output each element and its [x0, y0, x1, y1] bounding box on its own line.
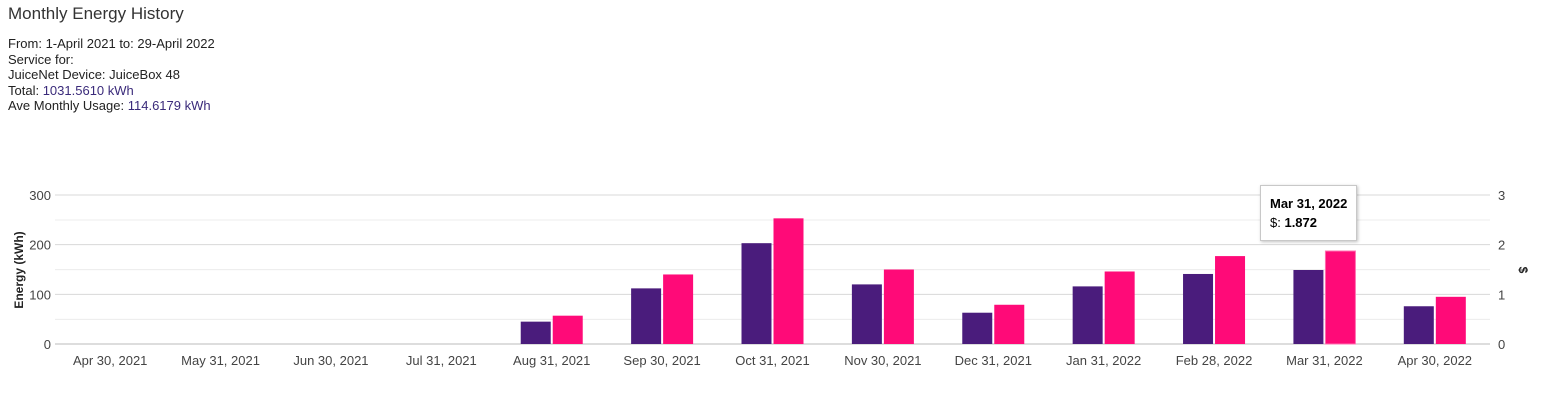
bar-energy[interactable]: [1403, 306, 1434, 344]
x-tick-label: Aug 31, 2021: [513, 353, 590, 368]
bar-cost[interactable]: [1104, 271, 1135, 344]
bar-cost[interactable]: [1215, 256, 1246, 344]
x-tick-label: Jun 30, 2021: [293, 353, 368, 368]
summary-info: From: 1-April 2021 to: 29-April 2022 Ser…: [8, 36, 215, 114]
bar-energy[interactable]: [1072, 286, 1103, 344]
x-tick-label: Sep 30, 2021: [623, 353, 700, 368]
bar-cost[interactable]: [552, 315, 583, 344]
x-tick-label: Jul 31, 2021: [406, 353, 477, 368]
bar-cost[interactable]: [773, 218, 804, 344]
y-axis-title-right: $: [1516, 267, 1530, 274]
y-axis-title-left: Energy (kWh): [12, 231, 26, 308]
x-tick-label: Jan 31, 2022: [1066, 353, 1141, 368]
average-line: Ave Monthly Usage: 114.6179 kWh: [8, 98, 211, 113]
bar-energy[interactable]: [741, 243, 772, 344]
y-tick-label-right: 0: [1498, 337, 1505, 352]
chart-tooltip: Mar 31, 2022 $: 1.872: [1260, 185, 1358, 241]
x-tick-label: Dec 31, 2021: [955, 353, 1032, 368]
x-tick-label: Oct 31, 2021: [735, 353, 809, 368]
tooltip-date: Mar 31, 2022: [1270, 196, 1348, 211]
bar-cost[interactable]: [883, 269, 914, 345]
bar-energy[interactable]: [1183, 273, 1214, 344]
y-tick-label-left: 300: [29, 188, 51, 203]
bar-energy[interactable]: [851, 284, 882, 344]
bar-cost[interactable]: [994, 304, 1025, 344]
date-range: From: 1-April 2021 to: 29-April 2022: [8, 36, 215, 51]
bar-energy[interactable]: [1293, 269, 1324, 344]
tooltip-value-line: $: 1.872: [1270, 215, 1318, 230]
y-tick-label-left: 200: [29, 238, 51, 253]
grid-lines: [55, 194, 1490, 345]
y-tick-label-right: 1: [1498, 287, 1505, 302]
x-tick-label: Feb 28, 2022: [1176, 353, 1253, 368]
y-tick-label-right: 2: [1498, 238, 1505, 253]
bar-cost[interactable]: [1435, 296, 1466, 344]
bar-energy[interactable]: [520, 321, 551, 344]
tick-labels: Apr 30, 2021 May 31, 2021 Jun 30, 2021 Jul …: [29, 188, 1505, 368]
bars: [520, 218, 1466, 345]
page-title: Monthly Energy History: [8, 4, 184, 23]
x-tick-label: Mar 31, 2022: [1286, 353, 1363, 368]
y-tick-label-left: 100: [29, 287, 51, 302]
service-label: Service for:: [8, 51, 74, 67]
bar-cost[interactable]: [1324, 250, 1356, 345]
total-line: Total: 1031.5610 kWh: [8, 82, 134, 98]
x-tick-label: Nov 30, 2021: [844, 353, 921, 368]
bar-cost[interactable]: [663, 274, 694, 344]
y-tick-label-right: 3: [1498, 188, 1505, 203]
bar-energy[interactable]: [962, 312, 993, 344]
y-tick-label-left: 0: [44, 337, 51, 352]
x-tick-label: Apr 30, 2022: [1398, 353, 1472, 368]
bar-energy[interactable]: [631, 288, 662, 344]
device-line: JuiceNet Device: JuiceBox 48: [8, 67, 180, 82]
x-tick-label: May 31, 2021: [181, 353, 260, 368]
x-tick-label: Apr 30, 2021: [73, 353, 147, 368]
